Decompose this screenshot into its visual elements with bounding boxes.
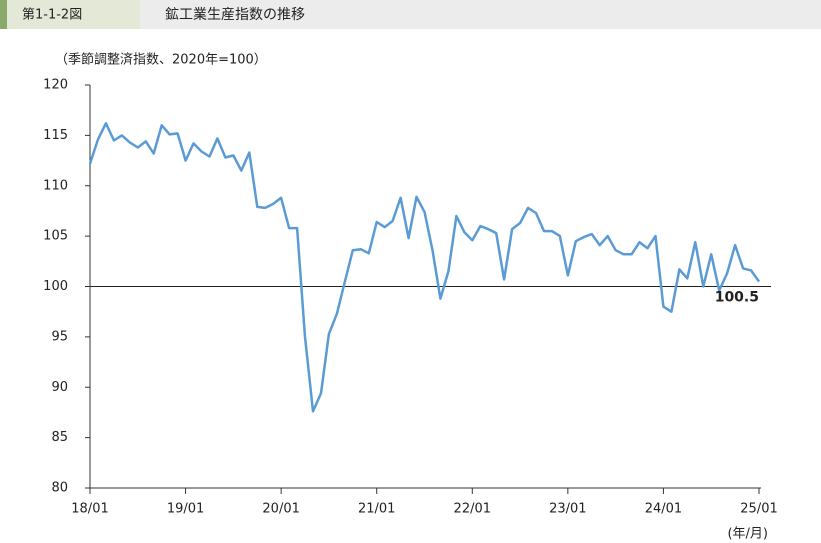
figure-number: 第1-1-2図: [22, 8, 82, 23]
x-tick-label: 20/01: [262, 502, 299, 517]
y-tick-label: 110: [43, 178, 68, 193]
x-tick-label: 25/01: [740, 502, 777, 517]
y-axis-label: （季節調整済指数、2020年=100）: [55, 52, 267, 68]
y-tick-label: 95: [51, 329, 68, 344]
y-tick-label: 120: [43, 78, 68, 93]
chart-title: 鉱工業生産指数の推移: [165, 6, 305, 23]
y-tick-label: 105: [43, 229, 68, 244]
x-tick-label: 21/01: [358, 502, 395, 517]
y-tick-label: 100: [43, 279, 68, 294]
header-accent: [0, 0, 7, 29]
x-tick-label: 24/01: [645, 502, 682, 517]
x-tick-label: 18/01: [71, 502, 108, 517]
y-tick-label: 90: [51, 380, 68, 395]
x-tick-label: 23/01: [549, 502, 586, 517]
x-axis-label: (年/月): [727, 527, 768, 542]
y-tick-label: 115: [43, 128, 68, 143]
data-label: 100.5: [715, 289, 759, 305]
y-tick-label: 85: [51, 430, 68, 445]
y-tick-label: 80: [51, 481, 68, 496]
data-line: [88, 122, 761, 413]
header-label-box: [0, 0, 140, 29]
x-tick-label: 19/01: [167, 502, 204, 517]
x-tick-label: 22/01: [454, 502, 491, 517]
